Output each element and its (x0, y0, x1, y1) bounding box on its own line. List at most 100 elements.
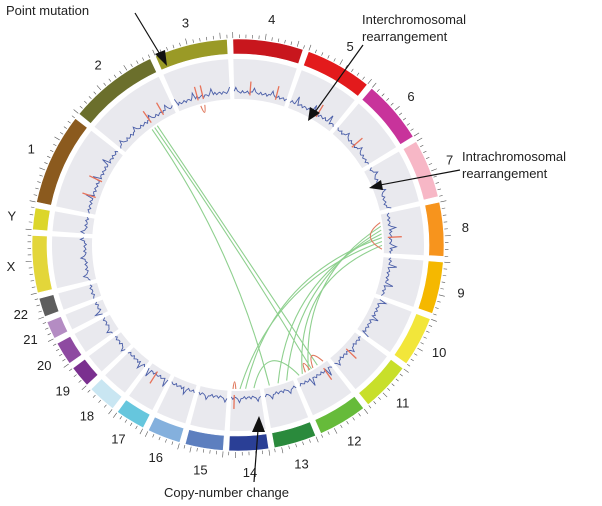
interchromosomal-link (286, 229, 382, 381)
rearrangement-marker (351, 137, 363, 148)
chromosome-4 (232, 38, 304, 65)
tick-2 (93, 91, 97, 95)
tick-9 (441, 281, 446, 283)
tick-10 (407, 364, 411, 367)
chromosome-label-6: 6 (407, 89, 414, 104)
rearrangement-marker (82, 192, 96, 199)
chromosome-label-9: 9 (457, 285, 464, 300)
callout-copy-number: Copy-number change (164, 416, 289, 500)
track-segment-7 (364, 151, 419, 211)
tick-6 (410, 128, 414, 131)
tick-16 (165, 439, 167, 443)
chromosome-label-13: 13 (294, 456, 308, 471)
tick-9 (437, 300, 441, 303)
tick-19 (69, 368, 73, 372)
tick-13 (274, 448, 276, 453)
tick-1 (35, 187, 39, 190)
tick-22 (38, 316, 45, 320)
intrachromosomal-link (200, 104, 206, 113)
tick-17 (129, 422, 133, 426)
tick-22 (34, 298, 39, 300)
tick-5 (327, 55, 330, 59)
tick-15 (202, 449, 205, 453)
chromosome-label-7: 7 (446, 153, 453, 168)
chromosome-label-22: 22 (14, 307, 28, 322)
track-segment-9 (375, 257, 424, 307)
callout-copy-number-line (253, 429, 259, 483)
chromosome-label-12: 12 (347, 434, 361, 449)
callout-point-mutation-label: Point mutation (6, 3, 89, 18)
callout-intrachromosomal-label-1: Intrachromosomal (462, 149, 566, 164)
track-segment-1 (56, 130, 123, 215)
interchromosomal-link (239, 240, 383, 390)
arrow-head-icon (155, 50, 167, 66)
chromosome-label-20: 20 (37, 358, 51, 373)
copy-number-line-14 (230, 395, 262, 404)
intrachromosomal-link (302, 362, 311, 373)
chromosome-label-16: 16 (149, 450, 163, 465)
chromosome-21 (46, 316, 69, 339)
tick-2 (142, 57, 145, 61)
tick-6 (390, 102, 394, 106)
callout-interchromosomal-line (314, 44, 364, 113)
chromosome-label-3: 3 (182, 16, 189, 31)
track-segment-y (52, 211, 95, 235)
tick-3 (179, 42, 181, 47)
tick-11 (368, 405, 372, 409)
chromosome-22 (38, 294, 60, 318)
rearrangement-links (151, 104, 383, 390)
chromosome-13 (271, 421, 317, 449)
chromosome-5 (303, 51, 368, 97)
rearrangement-marker (199, 85, 205, 100)
ideogram-ticks (25, 32, 451, 458)
tick-10 (417, 347, 423, 352)
track-segment-10 (357, 297, 412, 353)
tick-20 (63, 363, 69, 368)
track-segment-x (52, 236, 97, 289)
tick-12 (346, 421, 349, 425)
tick-3 (199, 37, 201, 42)
tick-1 (33, 194, 38, 196)
tick-11 (387, 388, 391, 391)
tick-7 (439, 195, 443, 197)
chromosome-15 (184, 429, 225, 451)
tick-1 (63, 126, 67, 129)
chromosome-3 (155, 38, 229, 71)
tick-6 (376, 88, 380, 92)
tick-12 (321, 434, 324, 438)
tick-1 (71, 115, 75, 119)
tick-20 (52, 343, 57, 346)
copy-number-line-10 (361, 299, 388, 338)
tick-1 (39, 167, 46, 171)
tick-4 (296, 40, 300, 47)
rearrangement-marker (149, 371, 159, 384)
tick-6 (372, 82, 377, 88)
tick-15 (196, 447, 198, 452)
tick-21 (48, 338, 54, 342)
tick-13 (302, 441, 304, 446)
track-segment-5 (288, 70, 355, 132)
interchromosomal-link (154, 127, 312, 370)
tick-10 (426, 330, 430, 333)
chromosome-label-1: 1 (28, 141, 35, 156)
copy-number-line-4 (233, 86, 287, 102)
tick-6 (402, 117, 407, 121)
tick-6 (413, 132, 420, 137)
tick-11 (399, 373, 403, 377)
chromosome-x (31, 235, 53, 294)
callout-intrachromosomal: Intrachromosomal rearrangement (369, 149, 566, 190)
rearrangement-marker (155, 102, 165, 116)
rearrangement-marker (142, 110, 152, 124)
copy-number-line-18 (127, 351, 145, 370)
tick-1 (60, 132, 64, 135)
tick-12 (352, 417, 355, 421)
tick-18 (92, 394, 96, 398)
tick-4 (303, 45, 305, 49)
tick-14 (268, 449, 271, 456)
chromosome-label-14: 14 (243, 465, 257, 480)
copy-number-line-12 (299, 366, 333, 387)
tick-2 (79, 105, 83, 109)
track-segment-16 (156, 376, 197, 424)
chromosome-label-x: X (7, 259, 16, 274)
